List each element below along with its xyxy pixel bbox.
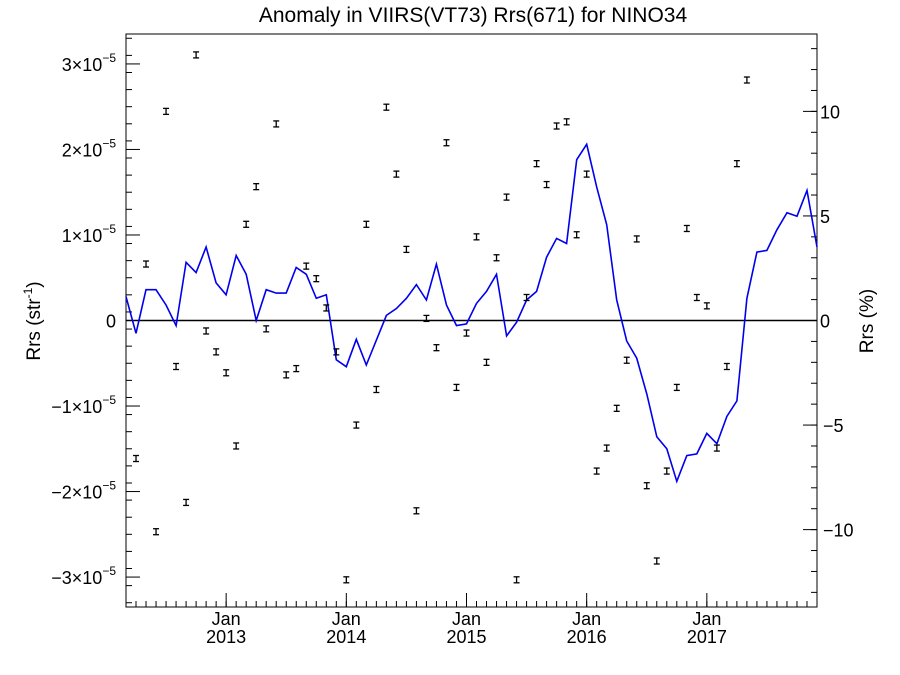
error-bar-point <box>633 235 640 243</box>
left-tick-label: 0 <box>106 312 116 332</box>
error-bar-point <box>563 118 570 126</box>
y-axis-left-label: Rrs (str-1) <box>21 281 45 360</box>
error-bar-point <box>733 160 740 168</box>
error-bar-point <box>653 557 660 565</box>
error-bar-point <box>603 444 610 452</box>
error-bar-point <box>403 245 410 254</box>
error-bar-point <box>473 233 480 241</box>
error-bar-point <box>493 254 500 262</box>
error-bar-point <box>373 385 380 394</box>
error-bar-point <box>673 383 680 392</box>
x-tick-year: 2015 <box>446 627 486 647</box>
left-axis: 3×10−5 2×10−5 1×10−5 0 −1×10−5 −2×10−5 −3×10−5 <box>51 37 140 604</box>
left-tick-label: 1×10−5 <box>62 222 117 246</box>
error-bar-point <box>623 356 630 364</box>
rrs-anomaly-series <box>125 142 818 484</box>
x-tick-month: Jan <box>212 609 241 629</box>
error-bar-point <box>433 344 440 352</box>
error-bar-point <box>193 51 200 59</box>
error-bar-point <box>293 364 300 373</box>
error-bar-point <box>523 293 530 302</box>
error-bar-point <box>713 444 720 452</box>
error-bar-point <box>743 76 750 84</box>
error-bar-point <box>333 348 340 356</box>
error-bar-point <box>233 442 240 450</box>
error-bar-point <box>533 160 540 168</box>
x-tick-month: Jan <box>332 609 361 629</box>
x-tick-year: 2014 <box>326 627 366 647</box>
error-bar-point <box>443 139 450 147</box>
left-tick-label: 2×10−5 <box>62 136 117 160</box>
error-bar-point <box>483 358 490 366</box>
x-tick-month: Jan <box>572 609 601 629</box>
error-bar-point <box>273 120 280 128</box>
error-bar-point <box>313 275 320 283</box>
error-bar-point <box>463 329 470 337</box>
error-bar-point <box>323 304 330 312</box>
error-bar-point <box>693 293 700 302</box>
x-tick-year: 2013 <box>206 627 246 647</box>
right-axis: 10 5 0 −5 −10 <box>803 48 854 593</box>
left-tick-label: −2×10−5 <box>51 479 116 503</box>
error-bar-point <box>593 467 600 475</box>
error-bar-point <box>723 362 730 371</box>
error-bar-point <box>413 507 420 515</box>
error-bar-point <box>503 193 510 201</box>
y-axis-right-label: Rrs (%) <box>857 289 878 353</box>
error-bar-point <box>303 262 310 270</box>
error-bar-point <box>183 498 190 507</box>
error-bar-point <box>203 327 210 335</box>
error-bar-point <box>343 576 350 584</box>
right-tick-label: −5 <box>823 416 844 436</box>
x-tick-year: 2016 <box>567 627 607 647</box>
error-bar-point <box>223 369 230 377</box>
error-bar-point <box>283 371 290 379</box>
error-bar-point <box>643 482 650 490</box>
error-bar-point <box>453 383 460 392</box>
error-bar-point <box>383 103 390 111</box>
error-bar-point <box>263 325 270 333</box>
chart-title: Anomaly in VIIRS(VT73) Rrs(671) for NINO… <box>259 4 688 27</box>
error-bar-point <box>143 260 150 268</box>
error-bar-point <box>573 231 580 239</box>
error-bar-point <box>213 348 220 356</box>
error-bar-point <box>703 302 710 310</box>
error-bar-point <box>683 224 690 233</box>
x-tick-year: 2017 <box>687 627 727 647</box>
right-tick-label: 10 <box>820 102 840 122</box>
error-bar-point <box>153 528 160 536</box>
error-bar-point <box>133 454 140 463</box>
left-tick-label: −3×10−5 <box>51 564 116 588</box>
error-bar-point <box>513 576 520 584</box>
error-bar-point <box>393 170 400 178</box>
error-bar-point <box>173 362 180 371</box>
error-bar-point <box>663 467 670 475</box>
error-bar-point <box>253 183 260 191</box>
right-tick-label: 0 <box>820 312 830 332</box>
error-bar-point <box>543 180 550 189</box>
x-tick-month: Jan <box>452 609 481 629</box>
error-bar-point <box>423 314 430 323</box>
error-bar-point <box>583 170 590 178</box>
rrs-anomaly-line <box>125 142 818 484</box>
error-bar-point <box>613 404 620 412</box>
error-bar-point <box>163 107 170 116</box>
left-tick-label: −1×10−5 <box>51 393 116 417</box>
error-bar-point <box>353 421 360 429</box>
left-tick-label: 3×10−5 <box>62 51 117 75</box>
error-bar-point <box>243 220 250 228</box>
rrs-percent-series <box>133 51 750 584</box>
right-tick-label: −10 <box>823 521 854 541</box>
error-bar-point <box>363 220 370 228</box>
right-tick-label: 5 <box>820 207 830 227</box>
error-bar-point <box>553 122 560 130</box>
x-tick-month: Jan <box>692 609 721 629</box>
